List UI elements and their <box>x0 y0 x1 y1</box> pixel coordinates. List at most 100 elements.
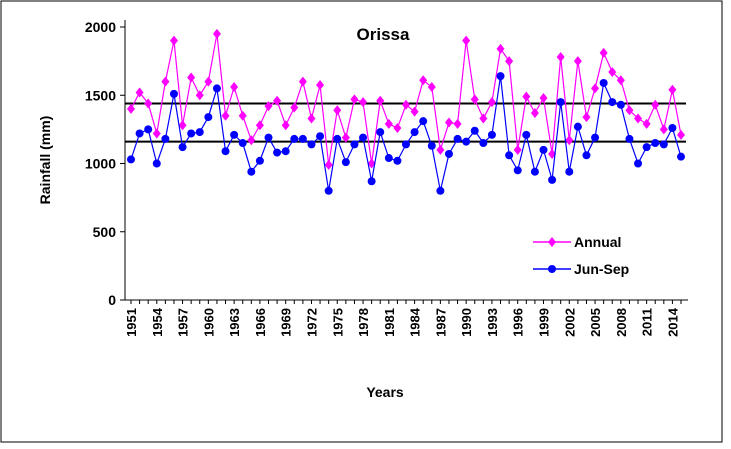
x-tick-label: 1999 <box>537 308 552 337</box>
x-tick-label: 1987 <box>433 308 448 337</box>
point <box>298 76 307 87</box>
point <box>316 132 325 141</box>
point <box>178 120 187 131</box>
point <box>599 78 608 87</box>
point <box>273 148 282 157</box>
point <box>161 76 170 87</box>
point <box>496 43 505 54</box>
point <box>195 128 204 137</box>
legend-label: Annual <box>574 234 621 250</box>
y-tick-label: 2000 <box>85 19 116 35</box>
point <box>221 147 230 156</box>
point <box>556 52 565 63</box>
point <box>453 134 462 143</box>
point <box>444 149 453 158</box>
point <box>290 102 299 113</box>
x-tick-label: 1975 <box>330 308 345 337</box>
point <box>350 140 359 149</box>
point <box>384 154 393 163</box>
point <box>548 175 557 184</box>
point <box>539 92 548 103</box>
point <box>238 139 247 148</box>
point <box>608 98 617 107</box>
point <box>367 177 376 186</box>
point <box>127 103 135 114</box>
point <box>539 145 548 154</box>
point <box>616 100 625 109</box>
point <box>487 97 496 108</box>
point <box>402 99 410 110</box>
point <box>230 82 239 93</box>
point <box>436 144 445 155</box>
point <box>608 67 617 78</box>
point <box>677 152 685 161</box>
x-axis-label: Years <box>366 384 404 400</box>
chart-border <box>0 0 723 443</box>
point <box>298 134 307 143</box>
point <box>505 151 514 160</box>
point <box>264 101 273 112</box>
point <box>212 28 221 39</box>
point <box>324 186 333 195</box>
point <box>642 143 651 152</box>
point <box>565 167 574 176</box>
point <box>238 110 247 121</box>
x-tick-label: 1966 <box>253 308 268 337</box>
point <box>187 129 196 138</box>
point <box>187 72 196 83</box>
x-tick-label: 1954 <box>150 307 165 337</box>
point <box>247 135 256 146</box>
point <box>281 147 290 156</box>
point <box>462 35 471 46</box>
point <box>135 87 144 98</box>
point <box>462 137 471 146</box>
y-tick-label: 1000 <box>85 156 116 172</box>
x-tick-label: 2002 <box>562 308 577 337</box>
point <box>341 132 350 143</box>
point <box>530 167 539 176</box>
point <box>556 98 565 107</box>
point <box>152 159 161 168</box>
point <box>221 110 230 121</box>
point <box>677 129 685 140</box>
point <box>573 122 582 131</box>
point <box>410 128 419 137</box>
point <box>436 186 445 195</box>
x-tick-label: 1951 <box>124 308 139 337</box>
point <box>204 76 213 87</box>
point <box>444 117 453 128</box>
point <box>350 94 359 105</box>
legend-label: Jun-Sep <box>574 261 629 277</box>
point <box>479 113 488 124</box>
point <box>513 166 522 175</box>
point <box>634 159 643 168</box>
x-tick-label: 1990 <box>459 308 474 337</box>
x-tick-label: 2008 <box>614 308 629 337</box>
point <box>582 151 591 160</box>
point <box>169 89 178 98</box>
x-tick-label: 1978 <box>356 308 371 337</box>
point <box>591 133 600 142</box>
point <box>479 139 488 148</box>
x-tick-label: 1972 <box>304 308 319 337</box>
x-tick-label: 1957 <box>176 308 191 337</box>
point <box>659 124 668 135</box>
point <box>273 95 282 106</box>
point <box>341 158 350 167</box>
point <box>127 155 135 164</box>
point <box>178 143 187 152</box>
point <box>470 126 479 135</box>
point <box>316 80 325 91</box>
x-tick-label: 1984 <box>408 307 423 337</box>
point <box>255 120 264 131</box>
point <box>659 140 668 149</box>
x-tick-label: 2011 <box>640 308 655 336</box>
point <box>522 130 531 139</box>
point <box>281 120 290 131</box>
x-tick-label: 1969 <box>279 308 294 337</box>
point <box>591 83 600 94</box>
point <box>376 95 385 106</box>
point <box>264 133 273 142</box>
point <box>204 113 213 122</box>
